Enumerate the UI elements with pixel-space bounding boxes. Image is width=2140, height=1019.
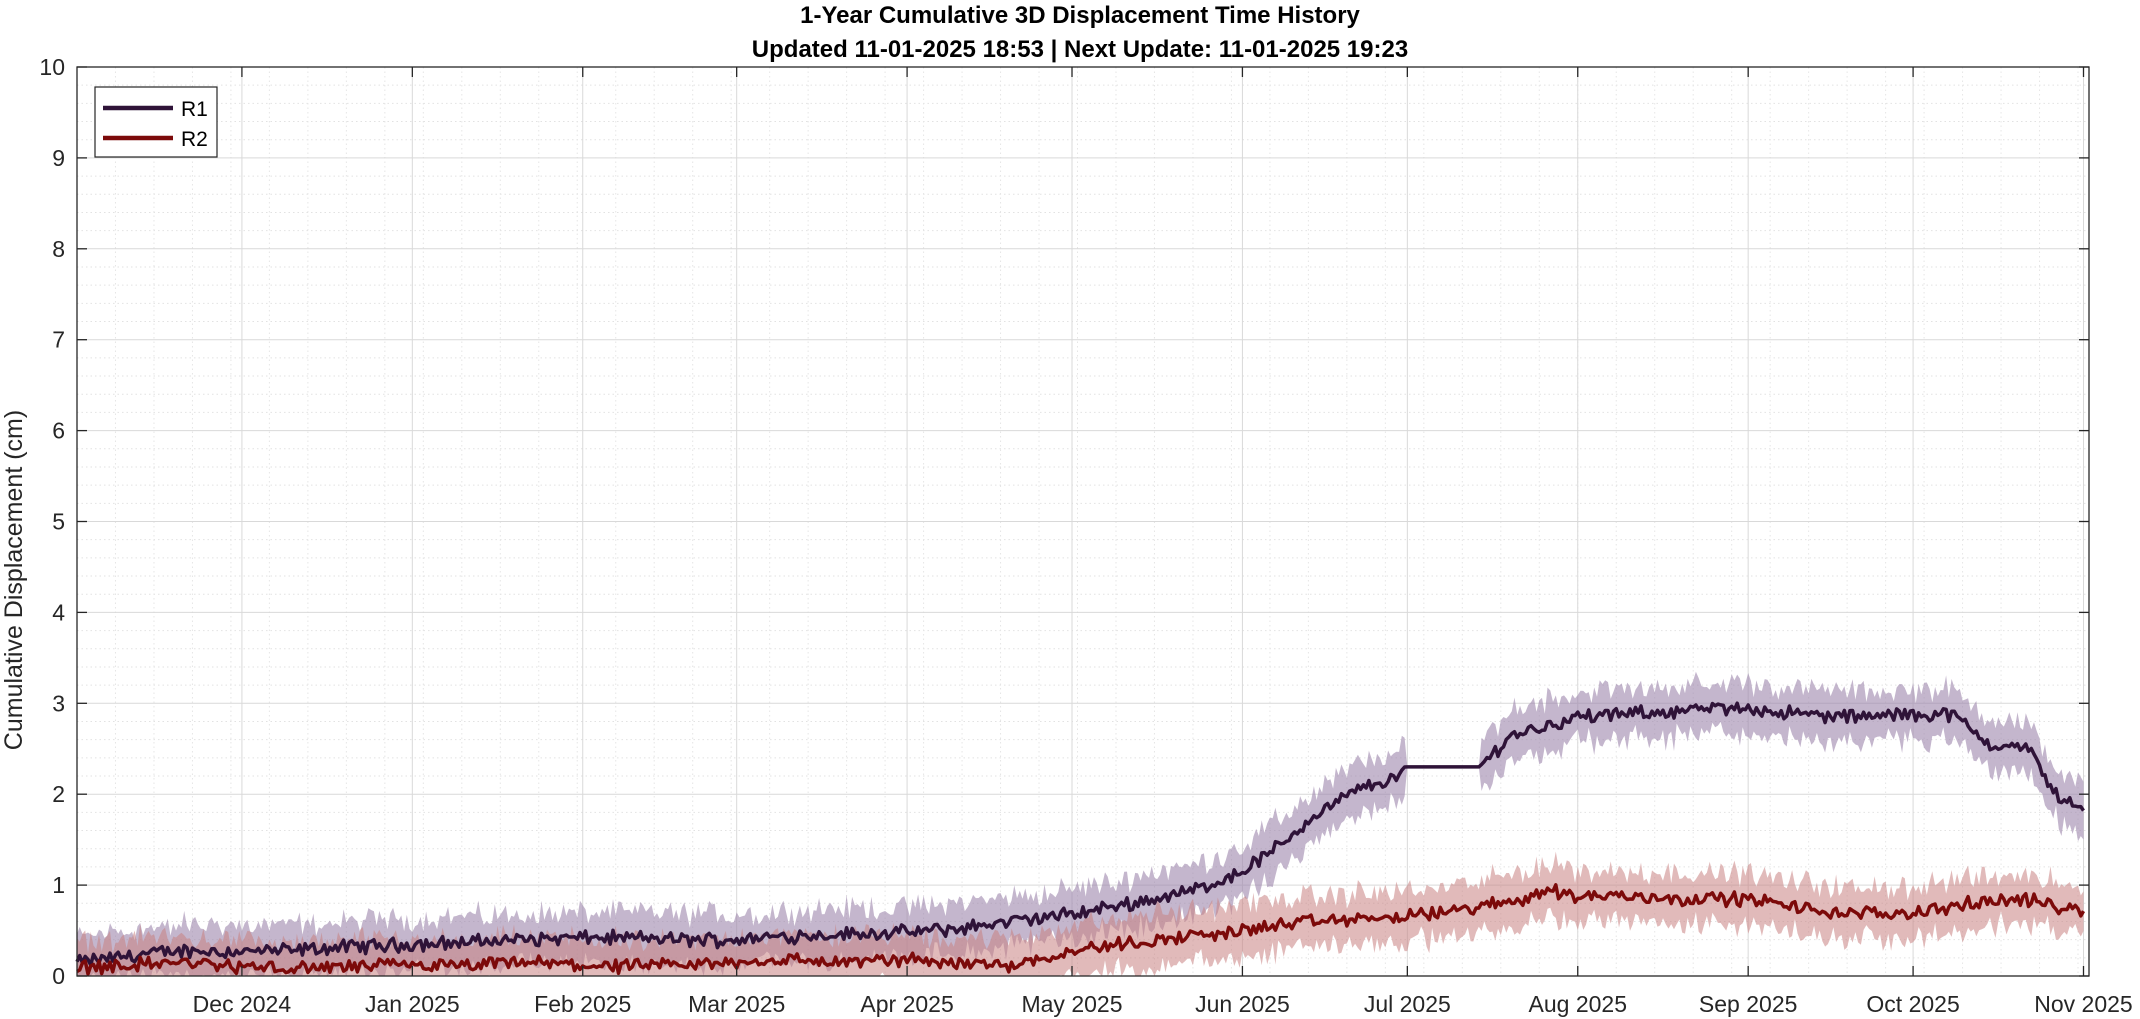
band-r2 xyxy=(77,851,2084,976)
y-tick-label: 0 xyxy=(52,963,65,989)
x-tick-label: Nov 2025 xyxy=(2034,991,2132,1017)
chart-title: 1-Year Cumulative 3D Displacement Time H… xyxy=(800,2,1360,29)
x-tick-label: Sep 2025 xyxy=(1699,991,1797,1017)
y-tick-label: 5 xyxy=(52,509,65,535)
series-lines xyxy=(75,701,2086,976)
x-tick-label: Oct 2025 xyxy=(1866,991,1959,1017)
legend-box xyxy=(94,86,218,158)
y-tick-label: 7 xyxy=(52,327,65,353)
y-tick-label: 6 xyxy=(52,418,65,444)
legend-label-r1: R1 xyxy=(181,98,208,121)
chart-subtitle: Updated 11-01-2025 18:53 | Next Update: … xyxy=(752,36,1408,63)
x-tick-label: Jul 2025 xyxy=(1364,991,1451,1017)
x-tick-label: Jan 2025 xyxy=(365,991,460,1017)
tick-labels: 0 1 2 3 4 5 6 7 8 9 10 Dec 2024 Jan 2025 Feb 2025 Mar … xyxy=(39,54,2132,1017)
legend-label-r2: R2 xyxy=(181,128,208,151)
y-tick-label: 10 xyxy=(39,54,65,80)
series-line-r1 xyxy=(75,701,2085,967)
series-line-r2 xyxy=(76,883,2086,976)
axes xyxy=(76,66,2090,977)
y-tick-label: 3 xyxy=(52,690,65,716)
y-axis-label: Cumulative Displacement (cm) xyxy=(0,410,28,750)
x-tick-label: Apr 2025 xyxy=(860,991,953,1017)
x-tick-label: Mar 2025 xyxy=(688,991,785,1017)
grid-layer xyxy=(77,66,2089,977)
x-tick-label: Jun 2025 xyxy=(1195,991,1290,1017)
x-tick-label: May 2025 xyxy=(1021,991,1122,1017)
y-tick-label: 2 xyxy=(52,781,65,807)
y-tick-label: 1 xyxy=(52,872,65,898)
x-tick-label: Feb 2025 xyxy=(534,991,631,1017)
y-tick-label: 4 xyxy=(52,599,65,625)
x-tick-label: Aug 2025 xyxy=(1529,991,1627,1017)
y-tick-label: 9 xyxy=(52,145,65,171)
x-tick-label: Dec 2024 xyxy=(193,991,292,1017)
y-tick-label: 8 xyxy=(52,236,65,262)
